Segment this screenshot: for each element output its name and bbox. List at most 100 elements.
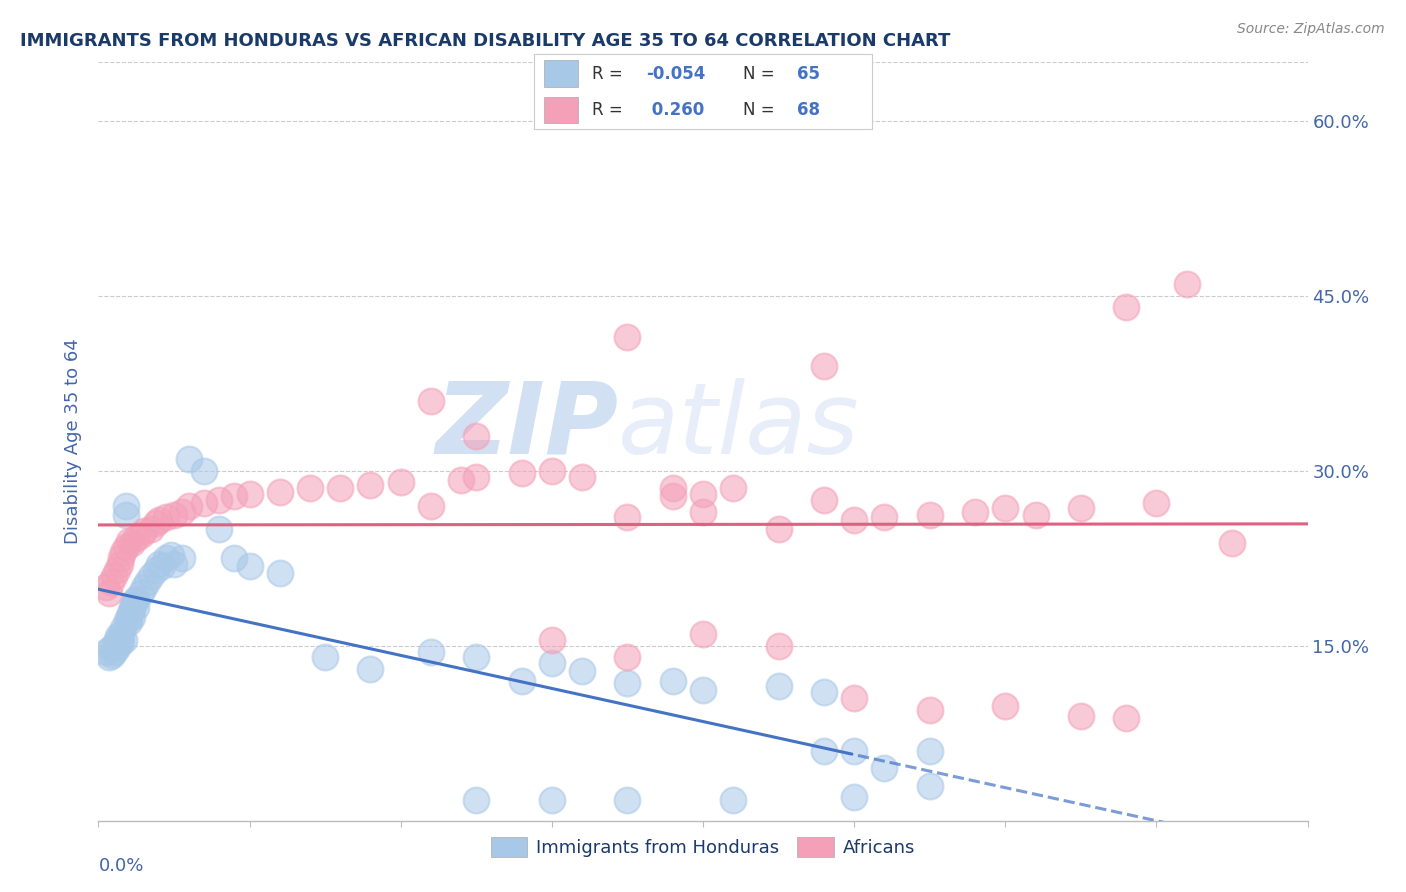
Point bbox=[329, 481, 352, 495]
Point bbox=[150, 559, 173, 574]
Point bbox=[239, 487, 262, 501]
Text: atlas: atlas bbox=[619, 378, 860, 475]
Point bbox=[98, 650, 121, 665]
Point bbox=[103, 639, 125, 653]
Point bbox=[208, 492, 231, 507]
Point bbox=[110, 551, 132, 566]
Point bbox=[170, 551, 193, 566]
Legend: Immigrants from Honduras, Africans: Immigrants from Honduras, Africans bbox=[484, 830, 922, 864]
Text: 65: 65 bbox=[797, 65, 821, 83]
Point bbox=[114, 499, 136, 513]
Point bbox=[1115, 301, 1137, 315]
Point bbox=[121, 536, 143, 550]
Point bbox=[121, 609, 143, 624]
Text: ZIP: ZIP bbox=[436, 378, 619, 475]
Point bbox=[101, 648, 124, 662]
Point bbox=[105, 563, 128, 577]
Point bbox=[1115, 711, 1137, 725]
Point bbox=[661, 481, 683, 495]
Text: IMMIGRANTS FROM HONDURAS VS AFRICAN DISABILITY AGE 35 TO 64 CORRELATION CHART: IMMIGRANTS FROM HONDURAS VS AFRICAN DISA… bbox=[20, 32, 950, 50]
Point bbox=[269, 484, 291, 499]
Point bbox=[965, 504, 987, 518]
Point bbox=[1144, 496, 1167, 510]
Point bbox=[768, 522, 790, 536]
Point bbox=[108, 557, 131, 571]
Point bbox=[94, 580, 117, 594]
Point bbox=[115, 613, 138, 627]
Point bbox=[918, 703, 941, 717]
Text: 0.0%: 0.0% bbox=[98, 857, 143, 875]
Point bbox=[420, 499, 443, 513]
Point bbox=[510, 466, 533, 480]
Point bbox=[179, 499, 201, 513]
Point bbox=[465, 650, 488, 665]
Point bbox=[100, 640, 122, 655]
Point bbox=[873, 510, 896, 524]
Point bbox=[145, 516, 167, 531]
Point bbox=[813, 744, 835, 758]
Point bbox=[465, 792, 488, 806]
Point bbox=[100, 574, 122, 589]
Point bbox=[208, 522, 231, 536]
Point bbox=[163, 508, 186, 522]
Point bbox=[813, 359, 835, 373]
Point bbox=[125, 532, 148, 546]
Point bbox=[768, 639, 790, 653]
Point bbox=[465, 428, 488, 442]
Point bbox=[122, 598, 145, 612]
Point bbox=[132, 580, 155, 594]
FancyBboxPatch shape bbox=[544, 61, 578, 87]
Point bbox=[918, 508, 941, 522]
Point bbox=[114, 508, 136, 522]
Point bbox=[111, 621, 134, 635]
Point bbox=[141, 568, 163, 582]
Point bbox=[616, 329, 638, 343]
Point bbox=[148, 557, 170, 571]
Text: R =: R = bbox=[592, 65, 623, 83]
Point bbox=[124, 594, 146, 608]
Point bbox=[1070, 501, 1092, 516]
Point bbox=[540, 464, 562, 478]
Point bbox=[571, 469, 593, 483]
Point bbox=[420, 393, 443, 408]
Y-axis label: Disability Age 35 to 64: Disability Age 35 to 64 bbox=[65, 339, 83, 544]
Point bbox=[118, 609, 141, 624]
Point bbox=[110, 632, 132, 647]
Point bbox=[844, 790, 866, 805]
Point bbox=[360, 477, 382, 491]
Point bbox=[510, 673, 533, 688]
Point bbox=[145, 563, 167, 577]
Point bbox=[224, 489, 246, 503]
Point bbox=[135, 574, 157, 589]
Point bbox=[155, 510, 177, 524]
Point bbox=[918, 744, 941, 758]
Text: N =: N = bbox=[744, 65, 775, 83]
Point bbox=[121, 601, 143, 615]
Text: N =: N = bbox=[744, 102, 775, 120]
Point bbox=[239, 559, 262, 574]
Point bbox=[813, 492, 835, 507]
Point bbox=[107, 629, 129, 643]
Point bbox=[114, 540, 136, 554]
Point bbox=[129, 528, 152, 542]
Point bbox=[1024, 508, 1046, 522]
Point bbox=[465, 469, 488, 483]
Text: Source: ZipAtlas.com: Source: ZipAtlas.com bbox=[1237, 22, 1385, 37]
Point bbox=[1220, 536, 1243, 550]
Text: 68: 68 bbox=[797, 102, 821, 120]
Point bbox=[1070, 708, 1092, 723]
Point bbox=[103, 568, 125, 582]
Point bbox=[813, 685, 835, 699]
Point bbox=[98, 586, 121, 600]
Point bbox=[768, 680, 790, 694]
Point bbox=[360, 662, 382, 676]
Point bbox=[129, 586, 152, 600]
Point bbox=[994, 501, 1017, 516]
Point bbox=[994, 699, 1017, 714]
Text: 0.260: 0.260 bbox=[645, 102, 704, 120]
Point bbox=[873, 761, 896, 775]
Point bbox=[661, 489, 683, 503]
Point bbox=[692, 504, 714, 518]
Point bbox=[94, 644, 117, 658]
Point bbox=[148, 513, 170, 527]
